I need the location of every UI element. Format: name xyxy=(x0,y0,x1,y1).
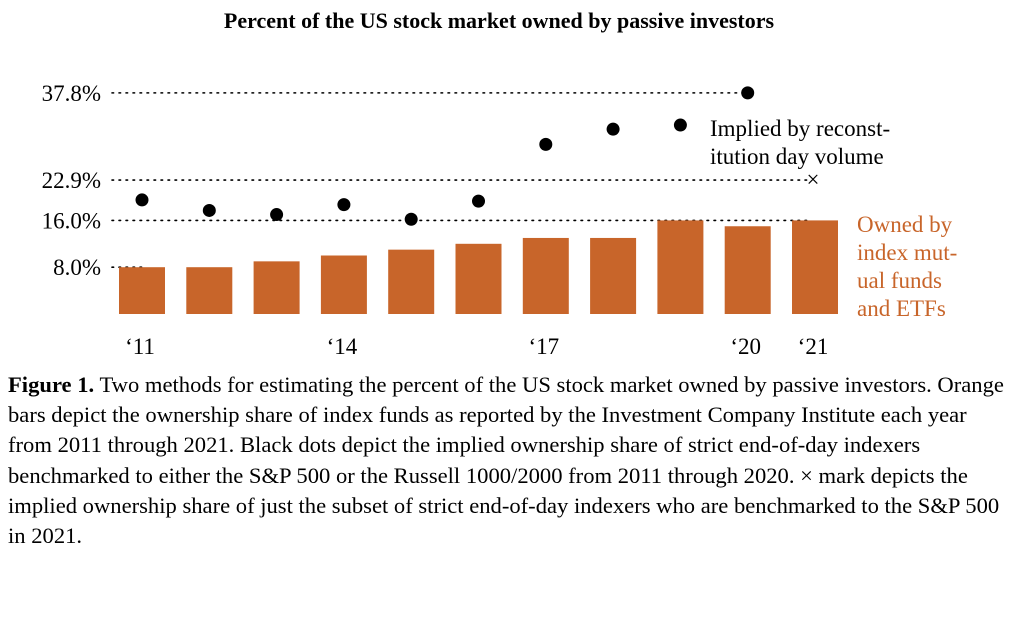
bars xyxy=(119,220,838,314)
bar xyxy=(590,237,637,314)
bar xyxy=(455,243,502,314)
dot-point xyxy=(337,198,351,212)
dots: × xyxy=(135,86,820,226)
y-tick-label: 37.8% xyxy=(42,81,101,106)
caption-text: Two methods for estimating the percent o… xyxy=(8,372,1004,549)
bar-series-label: index mut- xyxy=(857,240,957,265)
figure-caption: Figure 1. Two methods for estimating the… xyxy=(8,370,1016,551)
figure-label: Figure 1. xyxy=(8,372,95,397)
dot-point xyxy=(472,194,485,208)
dot-point xyxy=(673,118,687,132)
x-tick-labels: ‘11 ‘14 ‘17 ‘20 ‘21 xyxy=(125,334,828,359)
dot-series-label: itution day volume xyxy=(710,144,884,169)
bar-series-label: ual funds xyxy=(857,268,942,293)
bar xyxy=(388,249,435,314)
bar xyxy=(119,267,165,314)
y-tick-label: 8.0% xyxy=(53,255,101,280)
chart-title: Percent of the US stock market owned by … xyxy=(224,8,775,33)
bar-series-label: and ETFs xyxy=(857,296,946,321)
y-tick-labels: 8.0% 16.0% 22.9% 37.8% xyxy=(42,81,101,280)
x-tick-label: ‘21 xyxy=(798,334,829,359)
dot-point xyxy=(404,212,418,226)
bar xyxy=(320,255,367,314)
x-tick-label: ‘11 xyxy=(125,334,155,359)
dot-point xyxy=(135,193,149,207)
x-tick-label: ‘17 xyxy=(528,334,559,359)
bar-series-label: Owned by xyxy=(857,212,953,237)
x-marker: × xyxy=(807,167,820,192)
bar xyxy=(724,226,771,314)
dot-point xyxy=(606,122,620,136)
dot-series-label: Implied by reconst- xyxy=(710,116,890,141)
dot-point xyxy=(202,203,216,217)
dot-point xyxy=(539,137,553,151)
series-labels: Implied by reconst-itution day volume Own… xyxy=(710,116,957,321)
bar xyxy=(657,220,704,314)
bar xyxy=(186,267,233,314)
bar xyxy=(253,261,300,314)
x-tick-label: ‘14 xyxy=(327,334,358,359)
y-tick-label: 22.9% xyxy=(42,168,101,193)
chart: Percent of the US stock market owned by … xyxy=(42,8,958,359)
y-tick-label: 16.0% xyxy=(42,208,101,233)
dot-point xyxy=(741,86,755,100)
bar xyxy=(792,220,838,314)
bar xyxy=(522,237,569,314)
x-tick-label: ‘20 xyxy=(730,334,761,359)
dot-point xyxy=(270,208,284,222)
reference-lines xyxy=(111,92,813,269)
